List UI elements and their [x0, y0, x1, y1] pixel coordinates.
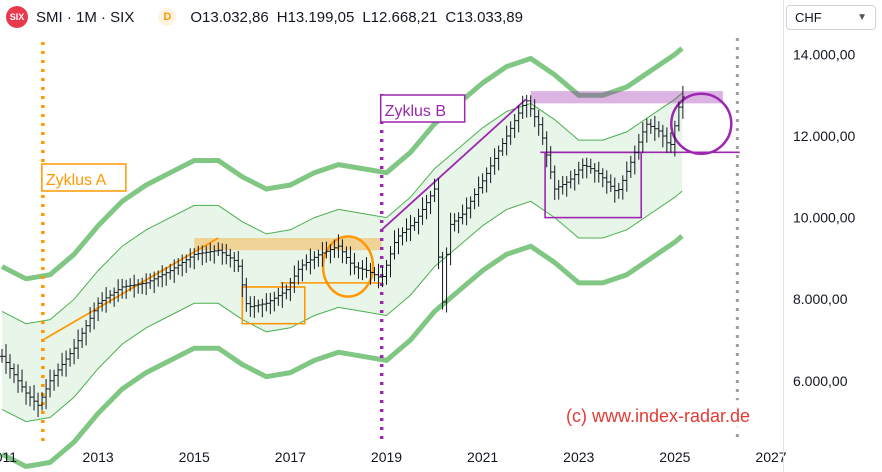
- annotation-layer: Zyklus A Zyklus B (c) www.index-radar.de: [41, 94, 779, 430]
- zyklus-b-circle: [670, 92, 733, 156]
- delayed-badge[interactable]: D: [158, 8, 177, 26]
- ohlc-open: O13.032,86: [190, 8, 269, 26]
- zyklus-a-label-box: [41, 163, 127, 192]
- exchange-logo: SIX: [6, 6, 28, 28]
- y-tick-label: 6.000,00: [793, 373, 848, 389]
- zyklus-b-label: Zyklus B: [385, 103, 446, 120]
- x-tick-label: 2025: [659, 449, 690, 465]
- outer-band-lower: [0, 234, 684, 469]
- zyklus-b-resistance-zone: [530, 91, 723, 104]
- x-tick-label: 2021: [467, 449, 498, 465]
- watermark-box: [561, 400, 779, 430]
- currency-label: CHF: [795, 10, 822, 25]
- zyklus-b-trendline: [381, 98, 527, 231]
- x-tick-label: 2019: [371, 449, 402, 465]
- x-tick-label: 2017: [275, 449, 306, 465]
- candle-layer: [0, 85, 685, 418]
- y-tick-label: 12.000,00: [793, 128, 855, 144]
- zyklus-a-circle: [321, 235, 375, 298]
- x-tick-label: 2013: [83, 449, 114, 465]
- y-tick-label: 10.000,00: [793, 210, 855, 226]
- chevron-down-icon: ▼: [857, 12, 867, 23]
- x-tick-label: 2023: [563, 449, 594, 465]
- zyklus-a-label: Zyklus A: [46, 172, 107, 189]
- x-tick-label: 2011: [0, 449, 17, 465]
- x-tick-label: 2015: [179, 449, 210, 465]
- price-axis-separator: [783, 0, 784, 472]
- y-tick-label: 8.000,00: [793, 291, 848, 307]
- zyklus-b-label-box: [379, 94, 466, 123]
- x-tick-label: 2027: [755, 449, 786, 465]
- watermark-text: (c) www.index-radar.de: [566, 406, 750, 426]
- currency-select[interactable]: CHF ▼: [786, 5, 876, 30]
- logo-text: SIX: [9, 12, 25, 22]
- inner-band-lower: [1, 190, 683, 423]
- ohlc-high: H13.199,05: [276, 8, 355, 26]
- inner-band-upper: [1, 92, 683, 325]
- y-tick-label: 14.000,00: [793, 46, 855, 62]
- symbol-title[interactable]: SMI · 1M · SIX: [36, 8, 135, 26]
- axis-layer: 6.000,00 8.000,00 10.000,00 12.000,00 14.000…: [0, 46, 855, 465]
- ohlc-low: L12.668,21: [362, 8, 438, 26]
- outer-band-upper: [0, 46, 684, 282]
- ohlc-close: C13.033,89: [445, 8, 523, 26]
- zyklus-a-range-box: [241, 286, 306, 325]
- chart-header: SIX SMI · 1M · SIX D O13.032,86 H13.199,…: [0, 0, 783, 34]
